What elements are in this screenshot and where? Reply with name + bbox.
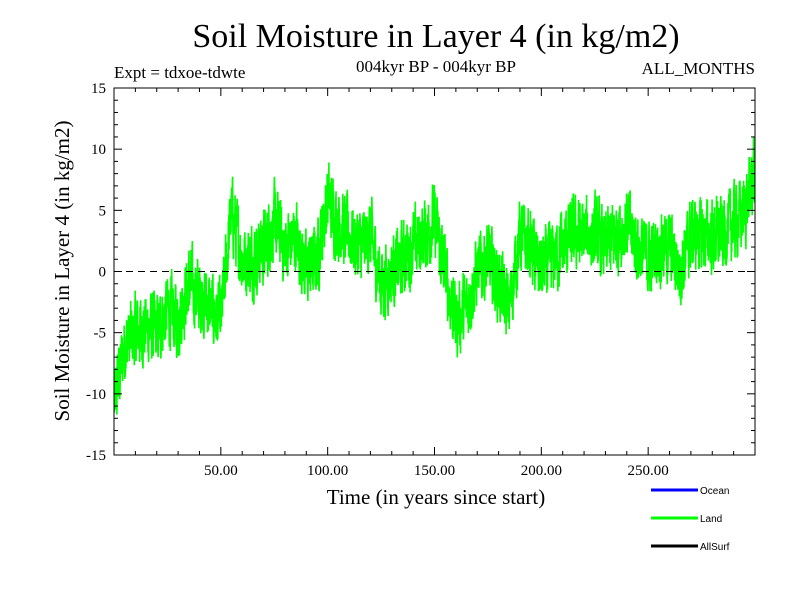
x-tick-label: 200.00: [521, 463, 562, 479]
legend-label-ocean: Ocean: [700, 486, 729, 497]
y-tick-label: 15: [91, 81, 106, 97]
y-tick-label: -15: [86, 448, 106, 464]
experiment-label: Expt = tdxoe-tdwte: [114, 63, 245, 82]
y-tick-label: -10: [86, 387, 106, 403]
chart-title: Soil Moisture in Layer 4 (in kg/m2): [192, 18, 679, 55]
y-tick-label: 5: [99, 203, 107, 219]
y-axis-label: Soil Moisture in Layer 4 (in kg/m2): [50, 121, 74, 422]
y-tick-label: 0: [99, 265, 107, 281]
months-label: ALL_MONTHS: [642, 59, 755, 78]
x-tick-label: 100.00: [307, 463, 348, 479]
x-axis-label: Time (in years since start): [327, 485, 546, 509]
legend: Ocean Land AllSurf: [651, 486, 730, 553]
x-tick-label: 250.00: [628, 463, 669, 479]
y-tick-label: -5: [94, 326, 107, 342]
legend-label-land: Land: [700, 514, 722, 525]
series-line-land: [114, 136, 755, 415]
y-tick-label: 10: [91, 142, 106, 158]
x-tick-label: 150.00: [414, 463, 455, 479]
legend-label-allsurf: AllSurf: [700, 542, 730, 553]
x-tick-label: 50.00: [204, 463, 238, 479]
period-label: 004kyr BP - 004kyr BP: [356, 57, 516, 76]
